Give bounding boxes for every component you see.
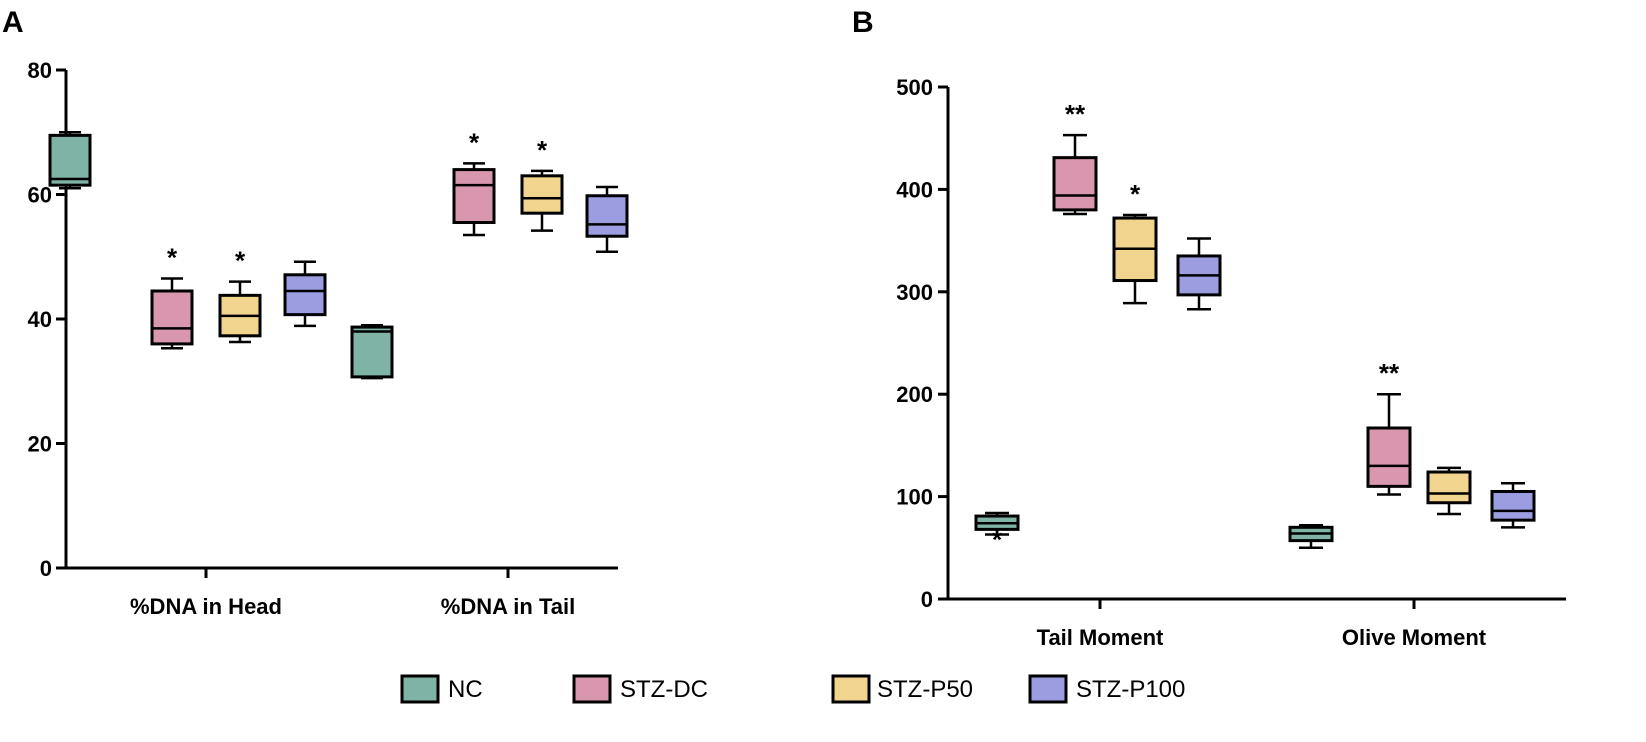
x-category-label: %DNA in Head <box>130 594 282 619</box>
y-tick-label: 400 <box>896 177 933 202</box>
y-tick-label: 100 <box>896 485 933 510</box>
box-stz-p100 <box>1176 237 1222 311</box>
iqr-box <box>585 194 629 238</box>
significance-star: * <box>1130 179 1141 209</box>
y-tick-label: 40 <box>28 307 52 332</box>
iqr-box <box>150 289 194 346</box>
legend-label: STZ-P50 <box>877 676 973 703</box>
y-tick-label: 300 <box>896 280 933 305</box>
legend-label: STZ-P100 <box>1076 676 1185 703</box>
box-stz-p100 <box>1490 482 1536 529</box>
y-tick-label: 0 <box>921 587 933 612</box>
legend-item-stz-p50: STZ-P50 <box>831 674 973 704</box>
legend-item-nc: NC <box>400 674 483 704</box>
iqr-box <box>1426 470 1472 505</box>
iqr-box <box>48 133 92 187</box>
legend-item-stz-p100: STZ-P100 <box>1028 674 1185 704</box>
panel-letter: B <box>852 6 874 39</box>
y-tick-label: 500 <box>896 75 933 100</box>
box-stz-dc: ** <box>1052 99 1098 216</box>
panel-a: A 0 20 40 60 80 %DNA in Head %DNA in Tail * * * * <box>2 6 629 619</box>
box-stz-p50: * <box>520 135 564 232</box>
iqr-box <box>452 168 496 225</box>
iqr-box <box>1366 426 1412 488</box>
significance-star: ** <box>1379 358 1400 388</box>
panel-letter: A <box>2 6 24 39</box>
legend: NC STZ-DC STZ-P50 STZ-P100 <box>400 674 1185 704</box>
box-stz-p50 <box>1426 466 1472 516</box>
box-stz-p100 <box>585 185 629 254</box>
box-nc: * <box>974 511 1020 554</box>
legend-swatch <box>400 674 440 704</box>
x-category-label: Olive Moment <box>1342 625 1487 650</box>
box-nc <box>48 131 92 190</box>
iqr-box <box>520 174 564 215</box>
legend-item-stz-dc: STZ-DC <box>572 674 708 704</box>
legend-label: NC <box>448 676 483 703</box>
significance-star: * <box>167 243 178 273</box>
y-tick-label: 60 <box>28 183 52 208</box>
significance-star: * <box>469 127 480 157</box>
significance-star: * <box>537 135 548 165</box>
y-tick-label: 0 <box>40 556 52 581</box>
legend-swatch <box>1028 674 1068 704</box>
box-stz-dc: * <box>452 127 496 237</box>
iqr-box <box>1052 156 1098 212</box>
legend-swatch <box>831 674 871 704</box>
legend-label: STZ-DC <box>620 676 708 703</box>
box-nc <box>1288 524 1334 550</box>
x-category-label: Tail Moment <box>1037 625 1164 650</box>
significance-star: * <box>992 524 1003 554</box>
box-stz-dc: * <box>150 243 194 350</box>
x-category-label: %DNA in Tail <box>441 594 575 619</box>
box-stz-p50: * <box>218 246 262 344</box>
iqr-box <box>1490 489 1536 522</box>
significance-star: * <box>235 246 246 276</box>
box-stz-p100 <box>283 260 327 328</box>
legend-swatch <box>572 674 612 704</box>
box-stz-p50: * <box>1112 179 1158 305</box>
y-tick-label: 20 <box>28 432 52 457</box>
box-nc <box>350 323 394 380</box>
iqr-box <box>283 273 327 317</box>
box-stz-dc: ** <box>1366 358 1412 496</box>
significance-star: ** <box>1065 99 1086 129</box>
y-tick-label: 200 <box>896 382 933 407</box>
y-tick-label: 80 <box>28 58 52 83</box>
panel-b: B 0 100 200 300 400 500 Tail Moment Olive Moment… <box>852 6 1566 650</box>
iqr-box <box>350 325 394 379</box>
